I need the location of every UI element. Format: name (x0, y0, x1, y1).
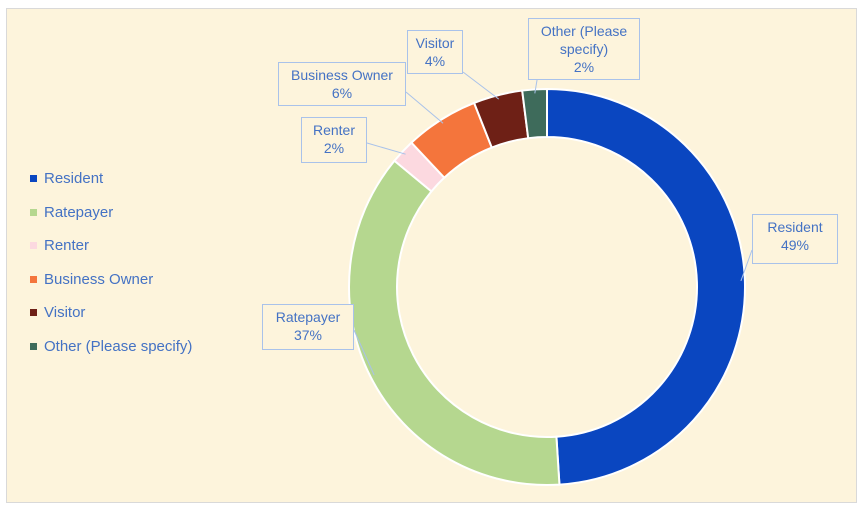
legend-swatch (30, 208, 37, 216)
data-label-value: 4% (424, 53, 446, 69)
legend-item: Other (Please specify) (30, 338, 192, 355)
slice (546, 87, 746, 486)
data-label: Visitor 4% (407, 30, 463, 74)
data-label: Other (Please specify) 2% (528, 18, 640, 80)
legend-label: Renter (44, 237, 90, 255)
data-label-category: Resident (767, 219, 823, 235)
legend-item: Ratepayer (30, 204, 113, 221)
legend-swatch (30, 275, 37, 283)
data-label-category: Business Owner (291, 67, 393, 83)
legend-item: Visitor (30, 304, 85, 321)
slice (348, 159, 561, 486)
data-label-category: Ratepayer (275, 309, 341, 325)
data-label-value: 6% (331, 85, 353, 101)
data-label-category: Visitor (415, 35, 455, 51)
data-label: Renter 2% (301, 117, 367, 163)
data-label-category: Renter (312, 122, 356, 138)
leader-line (366, 142, 406, 155)
slice (521, 87, 548, 140)
legend-label: Business Owner (44, 270, 154, 288)
data-label-value: 2% (323, 140, 345, 156)
legend-label: Resident (44, 170, 104, 187)
data-label-value: 49% (780, 237, 810, 253)
legend-swatch (30, 343, 37, 350)
data-label: Business Owner 6% (278, 62, 406, 106)
legend-swatch (30, 309, 37, 317)
data-label: Resident 49% (752, 214, 838, 264)
leader-line (740, 249, 753, 282)
legend-label: Visitor (44, 304, 86, 322)
legend-swatch (30, 175, 37, 182)
leader-line (462, 71, 500, 100)
leader-line (405, 91, 444, 124)
data-label-value: 37% (293, 327, 323, 343)
legend-item: Renter (30, 237, 89, 254)
data-label-category: Other (Please specify) (540, 23, 628, 57)
legend-label: Other (Please specify) (44, 338, 193, 355)
legend-label: Ratepayer (44, 203, 114, 221)
legend-item: Resident (30, 170, 103, 187)
data-label-value: 2% (573, 59, 595, 75)
legend-item: Business Owner (30, 271, 153, 288)
data-label: Ratepayer 37% (262, 304, 354, 350)
legend-swatch (30, 242, 37, 250)
leader-line (353, 329, 375, 376)
